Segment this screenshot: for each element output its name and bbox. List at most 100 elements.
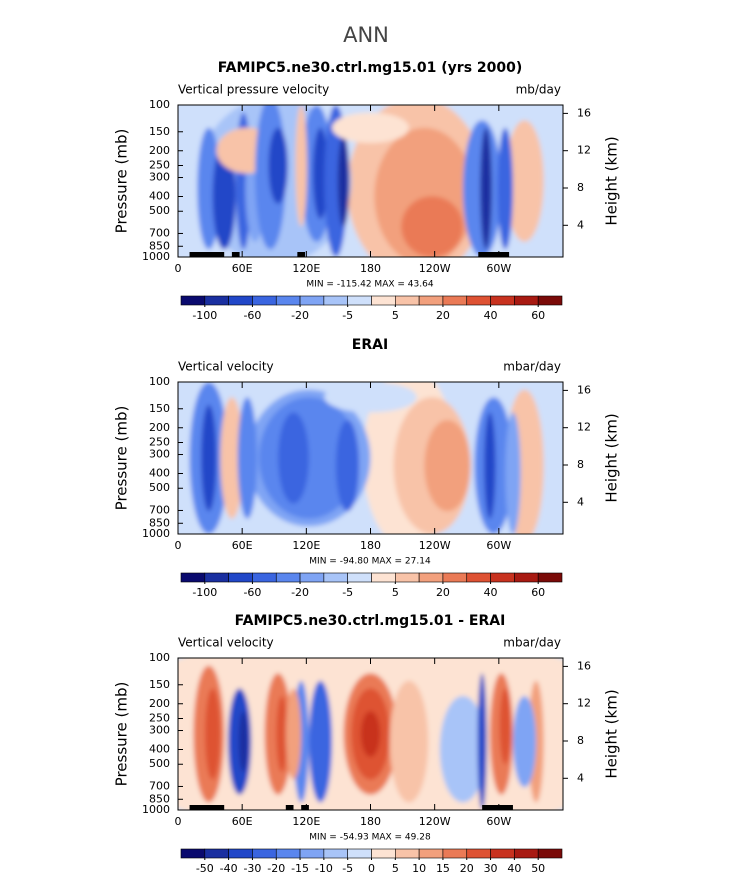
x-tick-label: 180: [360, 815, 381, 828]
colorbar-box: [299, 572, 325, 583]
contour-region: [360, 711, 381, 757]
y-tick-label: 250: [149, 711, 170, 724]
colorbar-box: [490, 848, 515, 859]
colorbar-box: [514, 295, 539, 306]
colorbar-box: [347, 848, 372, 859]
contour-region: [278, 412, 309, 504]
y-tick-label: 1000: [142, 250, 170, 263]
x-tick-label: 120E: [292, 539, 320, 552]
y2-tick-label: 4: [577, 495, 584, 508]
colorbar-label: 40: [484, 309, 498, 322]
y-tick-label: 300: [149, 724, 170, 737]
x-tick-label: 60W: [486, 262, 511, 275]
contour-region: [505, 412, 521, 534]
colorbar-box: [180, 848, 206, 859]
colorbar-label: 0: [368, 862, 375, 875]
left-label: Vertical velocity: [178, 636, 274, 650]
colorbar-box: [180, 572, 206, 583]
y-tick-label: 250: [149, 158, 170, 171]
colorbar-box: [228, 848, 253, 859]
colorbar-label: 60: [531, 586, 545, 599]
y-tick-label: 200: [149, 144, 170, 157]
x-tick-label: 0: [175, 815, 182, 828]
x-tick-label: 120W: [419, 539, 451, 552]
y2-tick-label: 8: [577, 734, 584, 747]
y2-tick-label: 12: [577, 144, 591, 157]
colorbar-box: [180, 295, 206, 306]
y2-axis-label: Height (km): [603, 689, 621, 778]
y-tick-label: 100: [149, 375, 170, 388]
terrain: [204, 805, 221, 810]
colorbar-box: [537, 572, 563, 583]
left-label: Vertical velocity: [178, 360, 274, 374]
panel: FAMIPC5.ne30.ctrl.mg15.01 (yrs 2000) Vert…: [113, 60, 621, 322]
contour-region: [332, 112, 409, 143]
colorbar-label: -50: [196, 862, 214, 875]
colorbar-label: 5: [392, 309, 399, 322]
x-tick-label: 0: [175, 262, 182, 275]
colorbar-label: -100: [192, 309, 217, 322]
y-tick-label: 150: [149, 402, 170, 415]
contour-region: [276, 696, 288, 772]
left-label: Vertical pressure velocity: [178, 83, 329, 97]
right-label: mbar/day: [503, 636, 561, 650]
colorbar-box: [252, 848, 277, 859]
colorbar-box: [323, 295, 348, 306]
min-max: MIN = -115.42 MAX = 43.64: [306, 280, 433, 290]
y2-tick-label: 8: [577, 181, 584, 194]
contour-region: [268, 127, 288, 204]
y-tick-label: 1000: [142, 803, 170, 816]
colorbar-label: 20: [436, 309, 450, 322]
y-axis-label: Pressure (mb): [113, 129, 131, 234]
colorbar-label: -5: [342, 586, 353, 599]
colorbar-box: [204, 848, 229, 859]
colorbar-box: [299, 848, 325, 859]
colorbar-box: [395, 848, 420, 859]
y-tick-label: 700: [149, 226, 170, 239]
contour-region: [201, 404, 217, 512]
x-tick-label: 120W: [419, 262, 451, 275]
y-tick-label: 150: [149, 125, 170, 138]
y-tick-label: 1000: [142, 527, 170, 540]
y2-tick-label: 12: [577, 697, 591, 710]
contour-region: [204, 688, 221, 780]
contour-fills: [178, 658, 563, 810]
x-tick-label: 120E: [292, 262, 320, 275]
x-tick-label: 120W: [419, 815, 451, 828]
y2-axis-label: Height (km): [603, 136, 621, 225]
contour-region: [324, 382, 417, 413]
contour-field: [178, 382, 563, 534]
colorbar-box: [204, 572, 229, 583]
y2-tick-label: 12: [577, 421, 591, 434]
y-tick-label: 100: [149, 651, 170, 664]
colorbar-box: [371, 295, 396, 306]
colorbar-label: 40: [507, 862, 521, 875]
colorbar-box: [418, 848, 444, 859]
colorbar-label: -20: [267, 862, 285, 875]
panel-title: ERAI: [352, 337, 388, 353]
colorbar-box: [514, 572, 539, 583]
colorbar-box: [275, 295, 301, 306]
colorbar-box: [299, 295, 325, 306]
colorbar-box: [228, 572, 253, 583]
colorbar-box: [275, 572, 301, 583]
colorbar-box: [442, 295, 468, 306]
y-tick-label: 200: [149, 421, 170, 434]
contour-region: [484, 412, 496, 519]
right-label: mbar/day: [503, 360, 561, 374]
colorbar-label: 50: [531, 862, 545, 875]
contour-region: [220, 397, 244, 519]
x-tick-label: 60W: [486, 539, 511, 552]
right-label: mb/day: [516, 83, 561, 97]
x-tick-label: 180: [360, 262, 381, 275]
contour-region: [480, 127, 492, 250]
x-tick-label: 180: [360, 539, 381, 552]
colorbar-label: 40: [484, 586, 498, 599]
colorbar-box: [323, 848, 348, 859]
colorbar-label: 5: [392, 586, 399, 599]
colorbar-box: [537, 848, 563, 859]
y2-axis-label: Height (km): [603, 413, 621, 502]
x-tick-label: 0: [175, 539, 182, 552]
colorbar-box: [204, 295, 229, 306]
